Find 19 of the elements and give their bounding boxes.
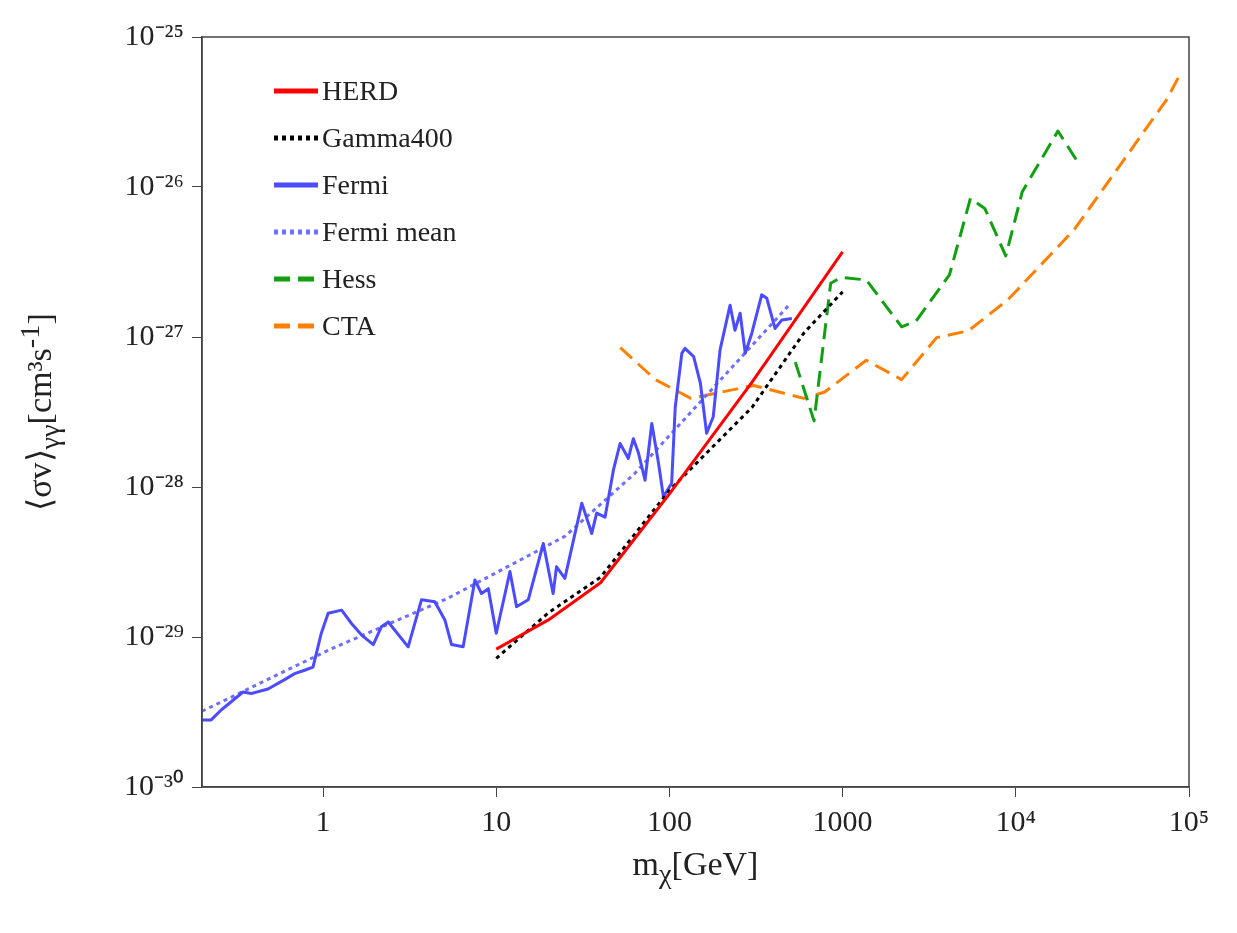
y-tick-label: 10⁻²⁷ [124, 317, 184, 351]
legend-label: Hess [322, 262, 377, 295]
y-tick-label: 10⁻²⁶ [124, 167, 184, 201]
y-tick-label: 10⁻³⁰ [124, 767, 184, 801]
legend-label: HERD [322, 74, 399, 107]
y-tick-label: 10⁻²⁸ [124, 467, 184, 501]
y-tick-label: 10⁻²⁹ [124, 617, 184, 651]
x-tick-label: 100 [646, 803, 692, 837]
legend-label: CTA [322, 309, 376, 342]
legend-label: Fermi [322, 168, 389, 201]
x-tick-label: 1 [315, 803, 331, 837]
x-tick-label: 1000 [812, 803, 873, 837]
x-tick-label: 10⁵ [1168, 803, 1210, 837]
x-tick-label: 10⁴ [995, 803, 1037, 837]
legend-label: Fermi mean [322, 215, 457, 248]
legend-label: Gamma400 [322, 121, 453, 154]
x-axis-title: m$_{χ}$[GeV] [632, 845, 759, 890]
y-tick-label: 10⁻²⁵ [124, 17, 184, 51]
x-tick-label: 10 [481, 803, 512, 837]
